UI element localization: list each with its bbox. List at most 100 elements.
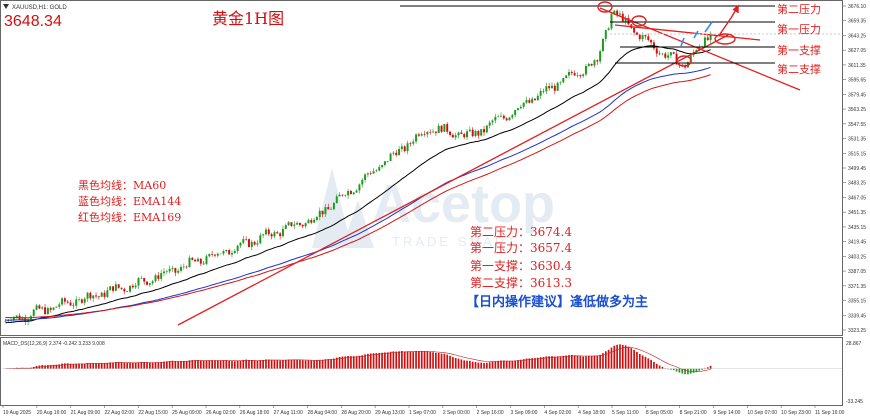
candle-body <box>383 161 386 166</box>
candle-body <box>658 53 661 55</box>
candle-body <box>395 152 398 156</box>
price-scale: 3676.10 3659.35 3643.25 3627.05 3611.35 3595.… <box>842 4 866 334</box>
levels-text: 第二压力：3674.4 第一压力：3657.4 第一支撑：3630.4 第二支撑… <box>470 225 572 290</box>
candle-body <box>505 118 508 121</box>
time-label: 10 Sep 07:00 <box>747 410 777 416</box>
candle-body <box>582 74 585 77</box>
candle-body <box>667 55 670 58</box>
candle-body <box>579 75 582 77</box>
candle-body <box>318 210 321 218</box>
candle-body <box>259 235 262 244</box>
candle-body <box>276 232 279 234</box>
candle-body <box>613 10 616 15</box>
symbol-triangle-icon <box>3 4 9 9</box>
candle-body <box>245 239 248 240</box>
current-price: 3648.34 <box>4 13 62 30</box>
candle-body <box>239 242 242 246</box>
price-scale-label: 3659.35 <box>848 19 866 25</box>
candle-body <box>177 270 180 273</box>
time-label: 28 Aug 04:00 <box>308 410 338 416</box>
time-label: 25 Aug 09:00 <box>172 410 202 416</box>
candle-body <box>52 307 55 310</box>
candle-body <box>222 251 225 254</box>
candles <box>4 9 712 326</box>
candle-body <box>596 60 599 62</box>
candle-body <box>553 85 556 91</box>
candle-body <box>491 120 494 123</box>
candle-body <box>89 292 92 299</box>
price-scale-label: 3579.45 <box>848 92 866 98</box>
candle-body <box>468 129 471 132</box>
time-label: 26 Aug 18:00 <box>240 410 270 416</box>
candle-body <box>180 267 182 271</box>
candle-body <box>460 132 463 135</box>
macd-signal-line <box>5 346 711 373</box>
candle-body <box>281 228 284 237</box>
candle-body <box>211 254 214 255</box>
candle-body <box>242 239 245 243</box>
candle-body <box>338 194 341 197</box>
candle-body <box>236 245 239 251</box>
candle-body <box>457 132 460 136</box>
candle-body <box>392 152 395 154</box>
candle-body <box>324 207 327 215</box>
price-scale-label: 3547.55 <box>848 122 866 128</box>
candle-body <box>230 253 233 255</box>
candle-body <box>208 254 211 257</box>
candle-body <box>635 32 638 35</box>
candle-body <box>313 219 316 223</box>
candle-body <box>134 285 137 288</box>
ema169-line <box>5 74 711 319</box>
candle-body <box>378 167 381 171</box>
candle-body <box>41 307 44 309</box>
candle-body <box>684 65 687 68</box>
candle-body <box>375 170 378 172</box>
time-label: 22 Aug 15:00 <box>138 410 168 416</box>
candle-body <box>165 271 168 272</box>
candle-body <box>519 106 522 109</box>
price-scale-label: 3339.45 <box>848 313 866 319</box>
candle-body <box>15 315 18 317</box>
candle-body <box>604 30 607 39</box>
annotations <box>597 1 739 67</box>
price-scale-label: 3483.25 <box>848 181 866 187</box>
legend-ma60: 黑色均线：MA60 <box>78 178 166 192</box>
price-scale-label: 3676.10 <box>848 4 866 10</box>
candle-body <box>664 53 667 58</box>
label-s1: 第一支撑 <box>777 43 821 57</box>
candle-body <box>559 82 562 83</box>
candle-body <box>154 275 157 282</box>
blue-arrows <box>680 21 713 47</box>
candle-body <box>216 253 219 256</box>
time-label: 19 Aug 2025 <box>3 410 31 416</box>
candle-body <box>494 116 497 121</box>
candle-body <box>290 222 293 226</box>
candle-body <box>655 48 658 54</box>
candle-body <box>349 190 352 195</box>
candle-body <box>55 306 58 308</box>
candle-body <box>417 134 420 136</box>
candle-body <box>429 131 432 133</box>
candle-body <box>551 85 553 89</box>
candle-body <box>97 296 100 297</box>
ma-legend: 黑色均线：MA60 蓝色均线：EMA144 红色均线：EMA169 <box>78 178 181 224</box>
candle-body <box>449 131 452 135</box>
candle-body <box>358 184 361 191</box>
candle-body <box>426 131 429 135</box>
candle-body <box>120 287 123 289</box>
candle-body <box>301 224 304 227</box>
right-level-labels: 第二压力 第一压力 第一支撑 第二支撑 <box>777 2 821 76</box>
price-scale-label: 3611.35 <box>848 63 866 69</box>
candle-body <box>137 278 140 286</box>
candle-body <box>92 295 95 299</box>
candle-body <box>434 131 437 133</box>
time-label: 4 Sep 18:00 <box>578 410 605 416</box>
time-label: 11 Sep 16:00 <box>815 410 845 416</box>
candle-body <box>477 131 480 136</box>
price-scale-label: 3515.15 <box>848 151 866 157</box>
candle-body <box>641 35 644 40</box>
price-scale-label: 3643.25 <box>848 33 866 39</box>
candle-body <box>587 63 590 66</box>
candle-body <box>80 299 83 303</box>
